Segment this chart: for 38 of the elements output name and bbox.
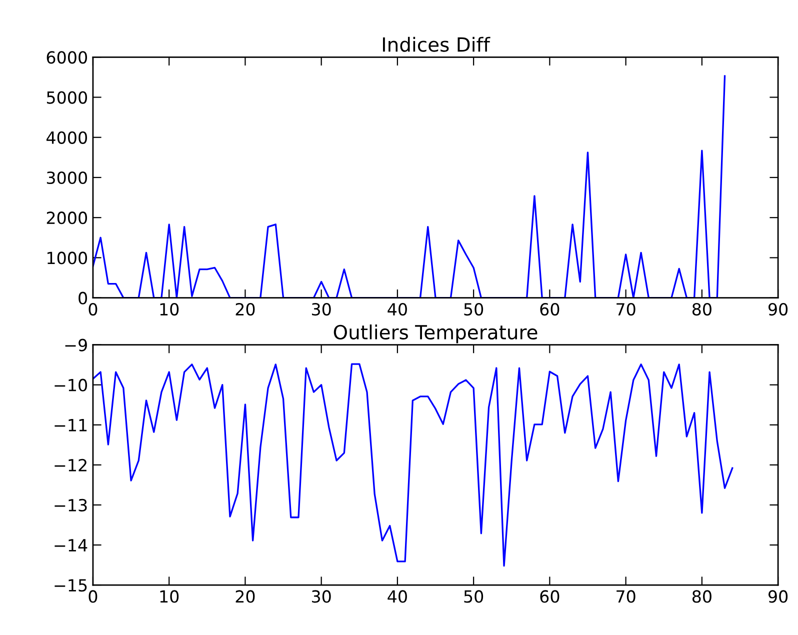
y-tick-label: 3000 bbox=[46, 171, 87, 184]
y-tick-label: −14 bbox=[54, 539, 88, 552]
x-tick-label: 30 bbox=[312, 302, 331, 316]
y-tick-label: 0 bbox=[78, 292, 87, 304]
y-tick-label: −10 bbox=[54, 378, 87, 392]
line-series bbox=[92, 75, 726, 298]
x-tick-label: 0 bbox=[88, 302, 98, 316]
x-tick-label: 90 bbox=[768, 302, 788, 316]
x-tick-label: 80 bbox=[692, 590, 712, 603]
x-tick-label: 50 bbox=[464, 302, 484, 316]
y-tick-label: 4000 bbox=[46, 131, 87, 144]
x-tick-label: 60 bbox=[540, 590, 560, 603]
x-tick-label: 80 bbox=[692, 302, 712, 316]
y-tick-label: 2000 bbox=[46, 212, 87, 224]
line-series bbox=[92, 363, 734, 567]
y-tick-label: −9 bbox=[65, 338, 87, 352]
chart-title: Indices Diff bbox=[383, 36, 490, 52]
y-tick-label: −15 bbox=[54, 579, 87, 592]
x-tick-label: 70 bbox=[616, 590, 636, 603]
y-tick-label: 6000 bbox=[46, 51, 87, 64]
x-tick-label: 20 bbox=[236, 302, 255, 316]
x-tick-label: 90 bbox=[768, 590, 788, 603]
x-tick-label: 0 bbox=[88, 590, 98, 603]
x-tick-label: 70 bbox=[616, 302, 636, 316]
y-tick-label: −11 bbox=[54, 419, 87, 432]
y-tick-label: −12 bbox=[54, 458, 86, 472]
x-tick-label: 50 bbox=[464, 590, 484, 603]
y-tick-label: 1000 bbox=[48, 252, 87, 264]
x-tick-label: 40 bbox=[388, 302, 407, 316]
y-tick-label: 5000 bbox=[46, 91, 87, 104]
x-tick-label: 10 bbox=[160, 302, 179, 316]
x-tick-label: 40 bbox=[388, 590, 407, 603]
x-tick-label: 30 bbox=[312, 590, 331, 603]
chart-title: Outliers Temperature bbox=[334, 324, 538, 344]
x-tick-label: 20 bbox=[236, 590, 255, 603]
x-tick-label: 10 bbox=[160, 590, 179, 603]
x-tick-label: 60 bbox=[540, 302, 560, 316]
y-tick-label: −13 bbox=[54, 498, 87, 512]
